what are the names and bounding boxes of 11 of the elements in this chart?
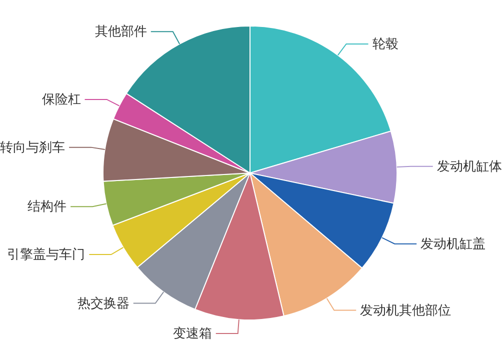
slice-label: 变速箱	[172, 326, 212, 342]
slice-label: 发动机缸盖	[420, 236, 486, 252]
slice-label: 发动机其他部位	[360, 303, 452, 318]
slice-label: 转向与刹车	[0, 140, 66, 156]
slice-label: 轮毂	[372, 36, 398, 52]
slice-label: 热交换器	[77, 295, 130, 312]
slice-label: 保险杠	[42, 92, 81, 108]
slice-label: 发动机缸体	[436, 159, 502, 174]
slice-label: 结构件	[28, 200, 67, 215]
slice-label: 其他部件	[94, 24, 147, 40]
slice-label: 引擎盖与车门	[7, 246, 86, 263]
